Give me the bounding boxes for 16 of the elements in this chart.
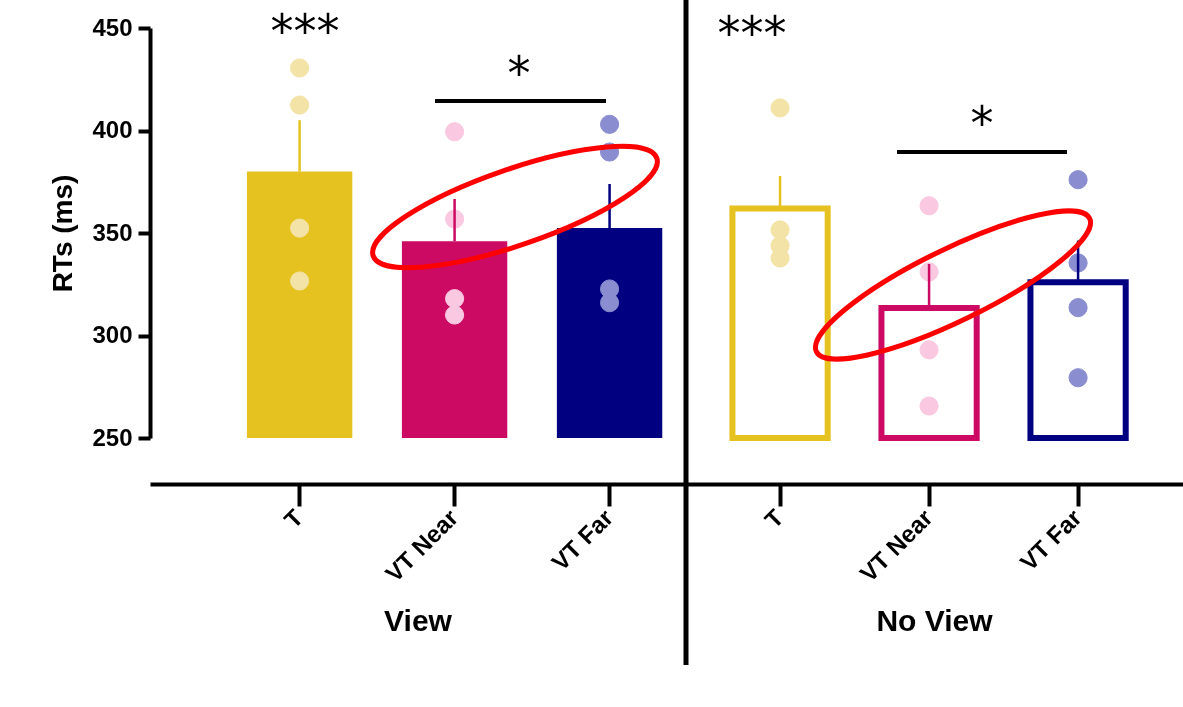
y-tick-label: 450	[92, 13, 133, 41]
annotation: ***	[717, 6, 787, 60]
y-tick-label: 400	[92, 116, 133, 143]
x-tick-label: T	[759, 503, 789, 534]
y-axis-title: RTs (ms)	[47, 174, 79, 293]
annotation: ***	[270, 4, 340, 58]
x-tick-label: T	[278, 503, 309, 534]
x-tick-label: VT Far	[1014, 503, 1087, 576]
x-axis-title: No View	[876, 604, 994, 638]
annotation: *	[970, 96, 994, 150]
y-tick-label: 300	[92, 321, 133, 348]
x-tick-label: VT Far	[546, 503, 619, 576]
y-tick-label: 250	[92, 423, 133, 451]
y-tick-label: 350	[92, 218, 133, 246]
annotation: *	[507, 46, 531, 100]
x-axis-title: View	[384, 604, 453, 638]
